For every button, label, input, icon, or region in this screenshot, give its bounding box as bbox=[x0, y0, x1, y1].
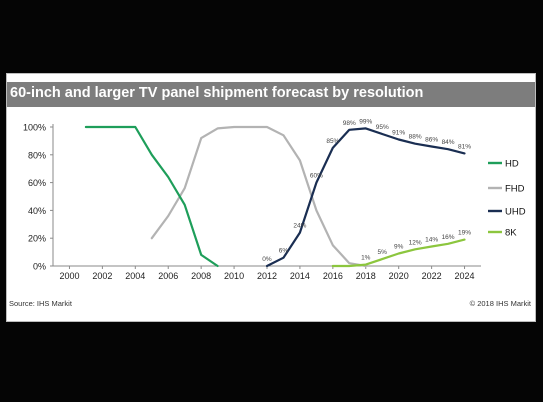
data-label-uhd: 6% bbox=[279, 248, 289, 255]
legend-label-fhd: FHD bbox=[505, 184, 525, 195]
legend-label-8k: 8K bbox=[505, 228, 517, 239]
data-label-8k: 16% bbox=[442, 234, 455, 241]
data-label-uhd: 60% bbox=[310, 173, 323, 180]
data-label-uhd: 84% bbox=[442, 139, 455, 146]
data-label-uhd: 85% bbox=[326, 138, 339, 145]
data-label-uhd: 81% bbox=[458, 143, 471, 150]
data-label-uhd: 24% bbox=[293, 223, 306, 230]
x-tick-label: 2000 bbox=[59, 271, 79, 281]
x-tick-label: 2006 bbox=[158, 271, 178, 281]
data-label-uhd: 99% bbox=[359, 118, 372, 125]
data-label-8k: 5% bbox=[378, 249, 388, 256]
x-tick-label: 2002 bbox=[92, 271, 112, 281]
y-tick-label: 100% bbox=[23, 123, 46, 133]
x-tick-label: 2020 bbox=[389, 271, 409, 281]
data-label-8k: 12% bbox=[409, 239, 422, 246]
chart-panel: 60-inch and larger TV panel shipment for… bbox=[6, 73, 536, 322]
data-label-uhd: 86% bbox=[425, 136, 438, 143]
legend-label-hd: HD bbox=[505, 159, 519, 170]
copyright-note: © 2018 IHS Markit bbox=[469, 299, 531, 308]
data-label-8k: 14% bbox=[425, 237, 438, 244]
data-label-8k: 19% bbox=[458, 230, 471, 237]
y-tick-label: 20% bbox=[28, 234, 46, 244]
x-tick-label: 2004 bbox=[125, 271, 145, 281]
series-line-fhd bbox=[150, 125, 367, 268]
data-label-uhd: 88% bbox=[409, 134, 422, 141]
chart-title: 60-inch and larger TV panel shipment for… bbox=[10, 85, 424, 101]
source-note: Source: IHS Markit bbox=[9, 299, 72, 308]
data-label-uhd: 95% bbox=[376, 124, 389, 131]
x-tick-label: 2016 bbox=[323, 271, 343, 281]
x-tick-label: 2024 bbox=[455, 271, 475, 281]
line-chart: 0% 20% 40% 60% 80% 100% 2000 2002 2004 2006 2008 20… bbox=[23, 118, 526, 281]
data-label-uhd: 98% bbox=[343, 120, 356, 127]
x-tick-label: 2010 bbox=[224, 271, 244, 281]
data-label-uhd: 91% bbox=[392, 130, 405, 137]
legend-label-uhd: UHD bbox=[505, 207, 526, 218]
data-label-8k: 9% bbox=[394, 243, 404, 250]
data-label-8k: 1% bbox=[361, 255, 371, 262]
series-line-hd bbox=[84, 125, 219, 268]
x-tick-label: 2012 bbox=[257, 271, 277, 281]
x-tick-label: 2008 bbox=[191, 271, 211, 281]
series-line-uhd bbox=[265, 127, 466, 268]
series-line-8k bbox=[331, 238, 466, 268]
y-tick-label: 40% bbox=[28, 206, 46, 216]
title-bar: 60-inch and larger TV panel shipment for… bbox=[7, 82, 535, 107]
x-tick-label: 2014 bbox=[290, 271, 310, 281]
x-tick-label: 2018 bbox=[356, 271, 376, 281]
x-tick-label: 2022 bbox=[422, 271, 442, 281]
y-tick-label: 80% bbox=[28, 150, 46, 160]
y-tick-label: 0% bbox=[33, 262, 46, 272]
y-tick-label: 60% bbox=[28, 178, 46, 188]
data-label-uhd: 0% bbox=[262, 256, 272, 263]
